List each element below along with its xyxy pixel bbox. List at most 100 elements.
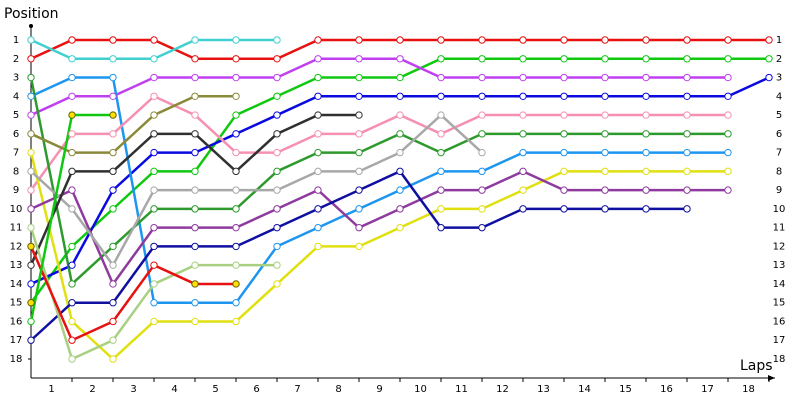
position-line <box>30 76 728 304</box>
x-tick-label: 2 <box>89 384 95 395</box>
lap-marker <box>724 73 732 82</box>
x-tick-label: 13 <box>537 384 550 395</box>
lap-marker <box>314 55 322 63</box>
lap-marker <box>642 186 650 194</box>
y-tick-label-right: 1 <box>776 35 782 46</box>
x-tick-label: 6 <box>253 384 259 395</box>
lap-marker <box>232 36 240 44</box>
lap-marker <box>109 355 117 363</box>
lap-marker <box>68 36 76 44</box>
lap-marker <box>724 111 732 119</box>
lap-marker <box>396 73 404 82</box>
y-tick-label-right: 3 <box>776 73 782 84</box>
y-tick-label-right: 7 <box>776 148 782 159</box>
lap-marker <box>27 111 35 119</box>
lap-marker <box>150 242 158 251</box>
lap-marker <box>27 148 35 157</box>
lap-marker <box>314 92 322 100</box>
lap-marker <box>642 148 650 157</box>
pit-marker <box>191 280 199 288</box>
y-tick-label: 13 <box>10 260 23 271</box>
lap-marker <box>519 111 527 119</box>
lap-marker <box>150 148 158 157</box>
lap-marker <box>601 92 609 100</box>
lap-marker <box>314 130 322 138</box>
y-tick-label-right: 16 <box>773 316 786 327</box>
lap-marker <box>437 205 445 213</box>
y-tick-label-right: 10 <box>773 204 786 215</box>
lap-marker <box>355 242 363 251</box>
lap-marker <box>437 167 445 176</box>
lap-marker <box>601 36 609 44</box>
lap-marker <box>437 55 445 63</box>
lap-marker <box>642 130 650 138</box>
lap-marker <box>150 317 158 326</box>
lap-marker <box>27 317 35 326</box>
lap-marker <box>273 55 281 63</box>
lap-marker <box>724 92 732 100</box>
lap-marker <box>232 92 240 100</box>
lap-marker <box>683 73 691 82</box>
lap-marker <box>601 148 609 157</box>
lap-marker <box>355 167 363 176</box>
lap-marker <box>724 186 732 194</box>
y-tick-label: 6 <box>13 129 19 140</box>
lap-marker <box>560 92 568 100</box>
lap-marker <box>232 205 240 213</box>
y-tick-label-right: 14 <box>773 279 786 290</box>
lap-marker <box>150 280 158 288</box>
lap-marker <box>437 186 445 194</box>
lap-marker <box>560 148 568 157</box>
lap-marker <box>150 36 158 44</box>
y-tick-label-right: 5 <box>776 110 782 121</box>
lap-marker <box>724 55 732 63</box>
x-tick-label: 10 <box>414 384 427 395</box>
lap-marker <box>68 167 76 176</box>
y-axis-label: Position <box>4 6 59 22</box>
lap-marker <box>191 317 199 326</box>
lap-marker <box>519 148 527 157</box>
lap-marker <box>27 205 35 213</box>
y-tick-label-right: 8 <box>776 166 782 177</box>
lap-marker <box>437 148 445 157</box>
pit-marker <box>232 280 240 288</box>
lap-marker <box>150 186 158 194</box>
lap-marker <box>314 186 322 194</box>
lap-marker <box>68 73 76 82</box>
position-line <box>29 94 728 191</box>
lap-marker <box>68 130 76 138</box>
lap-marker <box>519 36 527 44</box>
lap-marker <box>314 73 322 82</box>
lap-marker <box>109 73 117 82</box>
y-tick-label: 17 <box>10 335 23 346</box>
x-tick-label: 14 <box>578 384 591 395</box>
lap-marker <box>232 148 240 157</box>
lap-marker <box>109 130 117 138</box>
lap-marker <box>478 36 486 44</box>
lap-marker <box>191 36 199 44</box>
y-tick-label: 3 <box>13 73 19 84</box>
lap-marker <box>560 205 568 213</box>
lap-marker <box>560 167 568 176</box>
lap-marker <box>519 73 527 82</box>
lap-marker <box>560 130 568 138</box>
lap-marker <box>355 36 363 44</box>
lap-marker <box>355 205 363 213</box>
lap-marker <box>437 111 445 119</box>
lap-marker <box>642 92 650 100</box>
lap-marker <box>273 280 281 288</box>
lap-marker <box>765 36 773 44</box>
x-tick-label: 15 <box>619 384 632 395</box>
position-line <box>30 169 728 287</box>
lap-marker <box>232 55 240 63</box>
lap-marker <box>478 73 486 82</box>
lap-marker <box>478 55 486 63</box>
y-tick-label-right: 13 <box>773 260 786 271</box>
lap-marker <box>355 92 363 100</box>
lap-marker <box>396 223 404 232</box>
y-tick-label: 11 <box>10 223 23 234</box>
lap-marker <box>396 111 404 119</box>
lap-marker <box>396 148 404 157</box>
y-tick-label-right: 2 <box>776 54 782 65</box>
lap-marker <box>437 36 445 44</box>
